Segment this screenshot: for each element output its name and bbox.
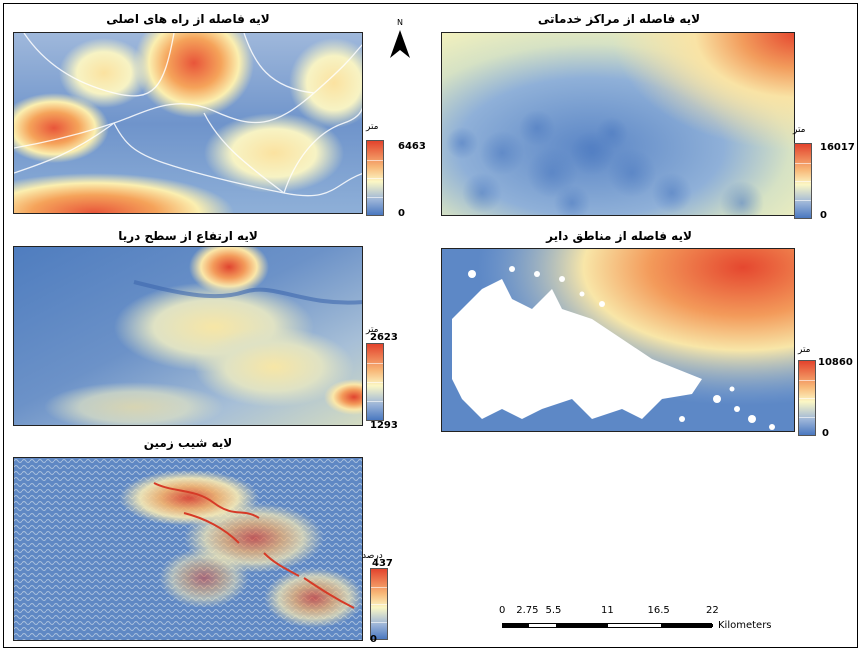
north-arrow-icon (390, 30, 410, 58)
legend-ramp-elevation (366, 343, 384, 421)
scale-bar: 0 2.75 5.5 11 16.5 22 Kilometers (490, 605, 820, 635)
legend-ramp-service (794, 143, 812, 219)
scale-segment (529, 624, 556, 627)
scale-segment (660, 624, 713, 627)
legend-ramp-slope (370, 568, 388, 640)
scale-tick-label: 11 (601, 605, 614, 616)
map-layout-frame (3, 3, 858, 648)
legend-unit-roads: متر (366, 122, 379, 132)
scale-tick-label: 22 (706, 605, 719, 616)
scale-segment (503, 624, 530, 627)
legend-max-settlements: 10860 (818, 357, 853, 368)
legend-unit-settlements: متر (798, 345, 811, 355)
north-label: N (397, 18, 403, 27)
map-elevation (13, 246, 363, 426)
north-arrow: N (388, 18, 412, 60)
panel-title-roads: لایه فاصله از راه های اصلی (106, 12, 270, 26)
scale-tick-label: 0 (499, 605, 506, 616)
map-service-distance (441, 32, 795, 216)
legend-max-slope: 437 (372, 558, 393, 569)
panel-title-slope: لایه شیب زمین (143, 436, 233, 450)
scale-tick-label: 2.75 (516, 605, 539, 616)
scale-segment (608, 624, 661, 627)
map-slope (13, 457, 363, 641)
legend-unit-service: متر (793, 125, 806, 135)
map-settlement-distance (441, 248, 795, 432)
legend-max-service: 16017 (820, 142, 855, 153)
legend-unit-slope: درصد (362, 551, 383, 561)
scale-tick-label: 16.5 (647, 605, 670, 616)
scale-segment (555, 624, 608, 627)
legend-min-service: 0 (820, 210, 827, 221)
panel-title-settlements: لایه فاصله از مناطق دایر (546, 229, 692, 243)
legend-max-elevation: 2623 (370, 332, 398, 343)
legend-min-roads: 0 (398, 208, 405, 219)
legend-ramp-settlements (798, 360, 816, 436)
panel-title-service: لایه فاصله از مراکز خدماتی (537, 12, 701, 26)
legend-min-elevation: 1293 (370, 420, 398, 431)
scale-bar-segments (502, 623, 713, 628)
legend-max-roads: 6463 (398, 141, 426, 152)
panel-title-elevation: لایه ارتفاع از سطح دریا (118, 229, 258, 243)
scale-bar-units: Kilometers (718, 620, 772, 631)
legend-ramp-roads (366, 140, 384, 216)
scale-tick-label: 5.5 (545, 605, 562, 616)
legend-min-settlements: 0 (822, 428, 829, 439)
legend-min-slope: 0 (370, 634, 377, 645)
map-roads-distance (13, 32, 363, 214)
legend-unit-elevation: متر (366, 325, 379, 335)
